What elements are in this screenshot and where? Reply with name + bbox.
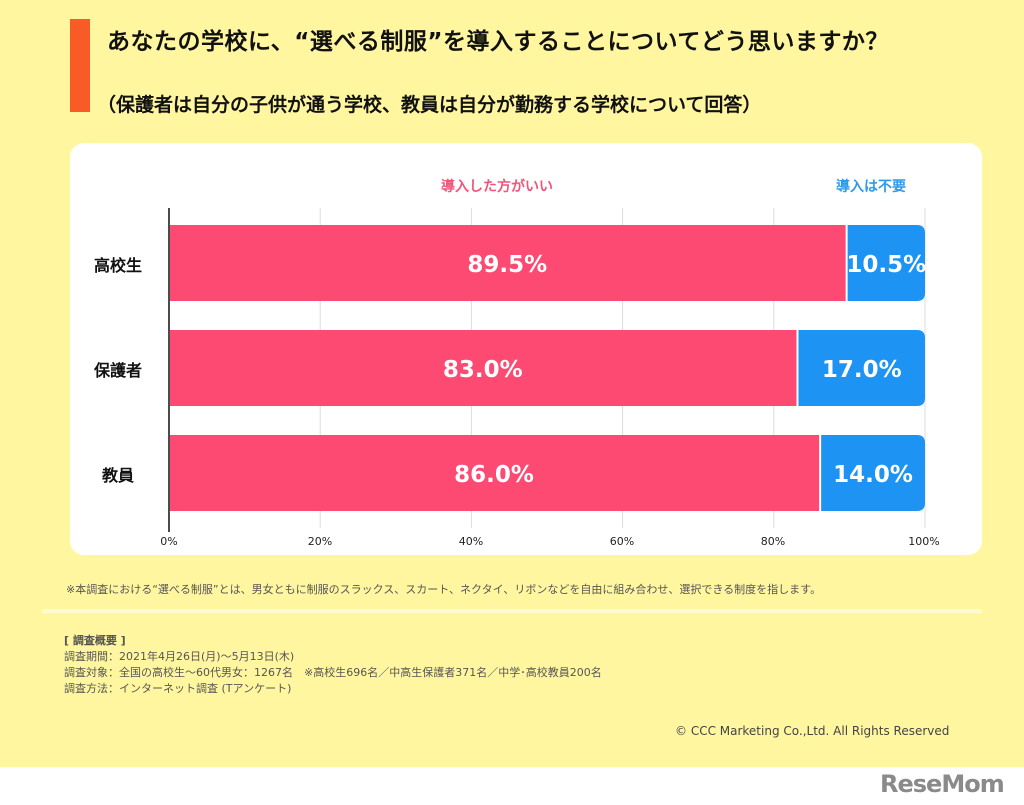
bar-value-label: 14.0%: [833, 462, 913, 488]
survey-heading: [ 調査概要 ]: [64, 634, 126, 647]
bar-negative: [847, 225, 925, 301]
x-tick-label: 0%: [160, 535, 178, 548]
survey-period: 調査期間：2021年4月26日(月)〜5月13日(木): [64, 650, 295, 663]
resemom-logo: ReseMom: [880, 770, 1005, 798]
bar-positive: [170, 330, 797, 406]
x-tick-label: 100%: [908, 535, 940, 548]
bar-value-label: 89.5%: [467, 252, 547, 278]
bar-value-label: 10.5%: [846, 252, 926, 278]
bar-negative: [821, 435, 925, 511]
bar-negative: [798, 330, 925, 406]
chart-title: あなたの学校に、“選べる制服”を導入することについてどう思いますか？: [107, 29, 889, 55]
bar-value-label: 83.0%: [443, 357, 523, 383]
category-label: 教員: [101, 466, 134, 485]
bar-value-label: 17.0%: [822, 357, 902, 383]
title-accent-bar: [70, 19, 90, 112]
bar-positive: [170, 435, 820, 511]
chart-subtitle: （保護者は自分の子供が通う学校、教員は自分が勤務する学校について回答）: [97, 94, 762, 116]
x-tick-label: 80%: [760, 535, 786, 548]
x-tick-label: 20%: [307, 535, 333, 548]
category-label: 保護者: [93, 361, 142, 380]
bar-value-label: 86.0%: [454, 462, 534, 488]
category-label: 高校生: [93, 256, 142, 275]
bar-positive: [170, 225, 846, 301]
legend-positive: 導入した方がいい: [441, 179, 553, 195]
footnote: ※本調査における“選べる制服”とは、男女ともに制服のスラックス、スカート、ネクタ…: [66, 583, 822, 596]
x-tick-label: 40%: [458, 535, 484, 548]
survey-method: 調査方法：インターネット調査 (Tアンケート): [64, 682, 292, 695]
x-tick-label: 60%: [609, 535, 635, 548]
copyright: © CCC Marketing Co.,Ltd. All Rights Rese…: [675, 724, 950, 738]
divider: [42, 609, 982, 613]
survey-summary: [ 調査概要 ] 調査期間：2021年4月26日(月)〜5月13日(木) 調査対…: [64, 633, 602, 697]
legend-negative: 導入は不要: [836, 179, 906, 195]
survey-target: 調査対象：全国の高校生〜60代男女：1267名 ※高校生696名／中高生保護者3…: [64, 666, 602, 679]
